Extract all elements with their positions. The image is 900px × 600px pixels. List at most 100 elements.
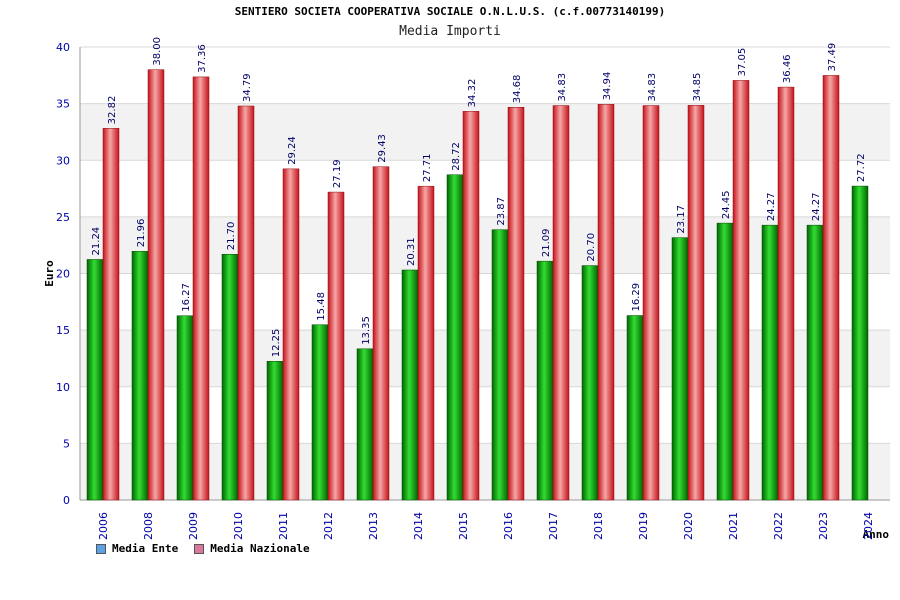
y-tick-label: 35 (56, 98, 70, 111)
x-tick-label: 2012 (322, 512, 335, 540)
grid-band (80, 273, 890, 331)
bar-media-nazionale (372, 166, 390, 501)
x-tick-label: 2022 (772, 512, 785, 540)
x-tick-label: 2016 (502, 512, 515, 540)
legend-label-media-ente: Media Ente (112, 542, 179, 555)
x-tick-label: 2011 (277, 512, 290, 540)
bar-media-nazionale (192, 76, 210, 501)
y-tick-label: 15 (56, 324, 70, 337)
data-label: 34.85 (692, 73, 703, 102)
chart-title: SENTIERO SOCIETA COOPERATIVA SOCIALE O.N… (234, 5, 666, 18)
data-label: 32.82 (107, 96, 118, 125)
data-label: 12.25 (271, 329, 282, 358)
data-label: 21.24 (91, 227, 102, 256)
legend-swatch-media-ente (96, 543, 106, 554)
x-tick-label: 2017 (547, 512, 560, 540)
bar-media-ente (716, 222, 734, 501)
grid-band (80, 386, 890, 444)
data-label: 36.46 (782, 54, 793, 83)
bar-media-ente (581, 265, 599, 501)
data-label: 34.79 (242, 73, 253, 102)
data-label: 13.35 (361, 316, 372, 345)
data-label: 28.72 (451, 142, 462, 171)
grid-band (80, 330, 890, 387)
bar-media-ente (536, 260, 554, 501)
bar-media-nazionale (417, 185, 435, 501)
legend-label-media-nazionale: Media Nazionale (210, 542, 310, 555)
x-tick-label: 2006 (97, 512, 110, 540)
bar-media-nazionale (147, 69, 165, 501)
bar-media-ente (491, 229, 509, 501)
data-label: 29.24 (287, 136, 298, 165)
bar-media-ente (851, 185, 869, 501)
data-label: 37.36 (197, 44, 208, 73)
data-label: 23.17 (676, 205, 687, 234)
bar-media-nazionale (237, 105, 255, 501)
x-tick-label: 2023 (817, 512, 830, 540)
bar-media-nazionale (687, 105, 705, 501)
bar-media-nazionale (552, 105, 570, 501)
data-label: 34.94 (602, 72, 613, 101)
bar-media-ente (761, 224, 779, 501)
x-tick-label: 2019 (637, 512, 650, 540)
bar-media-ente (176, 315, 194, 501)
data-label: 23.87 (496, 197, 507, 226)
y-tick-label: 0 (63, 494, 70, 507)
y-tick-label: 30 (56, 154, 70, 167)
bar-media-ente (626, 315, 644, 501)
data-label: 34.68 (512, 75, 523, 104)
grid-band (80, 47, 890, 104)
bar-media-ente (446, 174, 464, 501)
bar-media-nazionale (282, 168, 300, 501)
bar-media-ente (806, 224, 824, 501)
data-label: 29.43 (377, 134, 388, 163)
data-label: 24.27 (766, 193, 777, 222)
x-tick-label: 2009 (187, 512, 200, 540)
x-tick-label: 2020 (682, 512, 695, 540)
bar-media-ente (221, 253, 239, 501)
bar-media-nazionale (732, 80, 750, 501)
x-tick-label: 2024 (862, 512, 875, 540)
grid-band (80, 443, 890, 500)
legend-swatch-media-nazionale (194, 543, 205, 554)
data-label: 34.83 (647, 73, 658, 102)
data-label: 15.48 (316, 292, 327, 321)
grid-band (80, 160, 890, 217)
data-label: 20.70 (586, 233, 597, 262)
bar-media-ente (356, 348, 374, 501)
data-label: 34.32 (467, 79, 478, 108)
legend-item-media-ente: Media Ente (96, 542, 178, 555)
x-tick-label: 2008 (142, 512, 155, 540)
bar-media-nazionale (597, 104, 615, 501)
data-label: 20.31 (406, 237, 417, 266)
bar-media-nazionale (327, 191, 345, 501)
x-tick-label: 2014 (412, 512, 425, 540)
data-label: 21.96 (136, 219, 147, 248)
bar-media-nazionale (822, 75, 840, 501)
data-label: 27.19 (332, 159, 343, 188)
bar-media-ente (266, 361, 284, 501)
data-label: 21.09 (541, 229, 552, 258)
x-tick-label: 2013 (367, 512, 380, 540)
data-label: 16.27 (181, 283, 192, 312)
bar-media-ente (311, 324, 329, 501)
y-tick-label: 10 (56, 381, 70, 394)
x-tick-label: 2021 (727, 512, 740, 540)
data-label: 24.45 (721, 190, 732, 219)
data-label: 27.71 (422, 154, 433, 183)
data-label: 21.70 (226, 222, 237, 251)
bar-media-nazionale (102, 128, 120, 501)
data-label: 34.83 (557, 73, 568, 102)
data-label: 27.72 (856, 153, 867, 182)
y-tick-label: 25 (56, 211, 70, 224)
bar-media-ente (401, 269, 419, 501)
grid-band (80, 216, 890, 274)
x-axis-title: Anno (863, 528, 890, 541)
legend-item-media-nazionale: Media Nazionale (194, 542, 310, 555)
y-tick-label: 5 (63, 437, 70, 450)
bar-media-nazionale (642, 105, 660, 501)
y-axis-title: Euro (43, 260, 56, 287)
x-tick-label: 2015 (457, 512, 470, 540)
y-tick-label: 40 (56, 41, 70, 54)
